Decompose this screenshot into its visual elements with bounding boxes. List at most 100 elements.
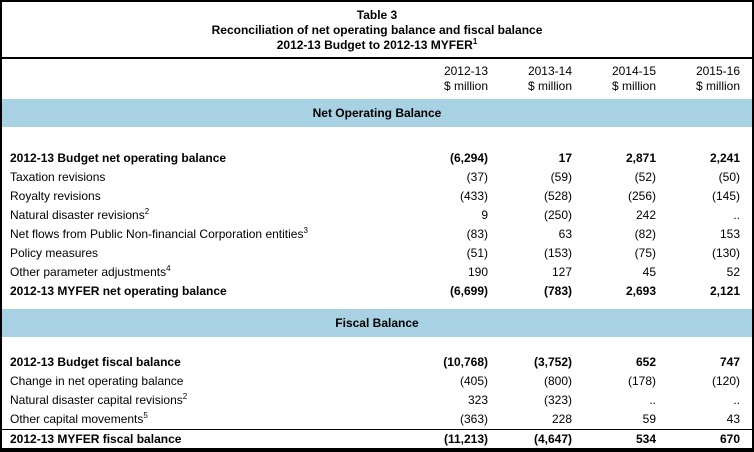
value-cell: (75)	[634, 246, 656, 260]
column-header: 2012-13 $ million	[404, 64, 488, 94]
column-year: 2014-15	[611, 64, 656, 78]
value-cell: (178)	[627, 374, 656, 388]
value-cell: 242	[635, 208, 656, 222]
row-label-text: Policy measures	[10, 246, 99, 260]
footnote-ref-2: 2	[144, 207, 150, 216]
net-operating-balance-rows: 2012-13 Budget net operating balance (6,…	[2, 127, 752, 301]
row-label-text: Natural disaster revisions	[10, 208, 145, 222]
value-cell: (11,213)	[443, 432, 488, 446]
row-label: Net flows from Public Non-financial Corp…	[2, 225, 404, 244]
row-label: 2012-13 MYFER net operating balance	[2, 282, 404, 301]
table-row: Natural disaster capital revisions2 323 …	[2, 391, 752, 410]
column-unit: $ million	[527, 79, 572, 93]
table-row: 2012-13 Budget fiscal balance (10,768) (…	[2, 353, 752, 372]
row-label: 2012-13 Budget net operating balance	[2, 149, 404, 168]
value-cell: (433)	[459, 189, 488, 203]
footnote-ref-4: 4	[166, 264, 171, 273]
value-cell: (52)	[634, 170, 656, 184]
value-cell: (59)	[550, 170, 572, 184]
fiscal-balance-rows: 2012-13 Budget fiscal balance (10,768) (…	[2, 337, 752, 448]
value-cell: 45	[642, 265, 656, 279]
table-title-block: Table 3 Reconciliation of net operating …	[2, 2, 752, 53]
value-cell: ..	[649, 393, 656, 407]
table-row: Other capital movements5 (363) 228 59 43	[2, 410, 752, 429]
column-year: 2015-16	[695, 64, 740, 78]
value-cell: 2,121	[709, 284, 740, 298]
row-label: Royalty revisions	[2, 187, 404, 206]
row-label: Policy measures	[2, 244, 404, 263]
row-label: Taxation revisions	[2, 168, 404, 187]
column-unit: $ million	[443, 79, 488, 93]
column-unit: $ million	[695, 79, 740, 93]
value-cell: 2,871	[625, 151, 656, 165]
row-label-text: Natural disaster capital revisions	[10, 393, 183, 407]
table-row: 2012-13 MYFER net operating balance (6,6…	[2, 282, 752, 301]
value-cell: ..	[733, 393, 740, 407]
table-row: 2012-13 Budget net operating balance (6,…	[2, 149, 752, 168]
value-cell: ..	[733, 208, 740, 222]
column-year: 2013-14	[527, 64, 572, 78]
value-cell: (130)	[711, 246, 740, 260]
value-cell: 43	[726, 412, 740, 426]
row-label-text: Net flows from Public Non-financial Corp…	[10, 227, 304, 241]
table-row: Change in net operating balance (405) (8…	[2, 372, 752, 391]
row-label-text: 2012-13 MYFER fiscal balance	[10, 432, 182, 446]
row-label-text: Other capital movements	[10, 412, 144, 426]
value-cell: 59	[642, 412, 656, 426]
column-header: 2015-16 $ million	[656, 64, 740, 94]
table-subtitle-text: 2012-13 Budget to 2012-13 MYFER	[276, 38, 473, 52]
table-subtitle: 2012-13 Budget to 2012-13 MYFER1	[2, 38, 752, 53]
value-cell: (50)	[718, 170, 740, 184]
value-cell: (37)	[466, 170, 488, 184]
row-label: Natural disaster capital revisions2	[2, 391, 404, 410]
value-cell: (10,768)	[443, 355, 488, 369]
value-cell: 2,241	[709, 151, 740, 165]
value-cell: (145)	[711, 189, 740, 203]
value-cell: 228	[551, 412, 572, 426]
column-header: 2013-14 $ million	[488, 64, 572, 94]
footnote-ref-1: 1	[472, 37, 478, 46]
column-year: 2012-13	[443, 64, 488, 78]
value-cell: (323)	[543, 393, 572, 407]
value-cell: (6,294)	[449, 151, 488, 165]
row-label: Change in net operating balance	[2, 372, 404, 391]
value-cell: (800)	[543, 374, 572, 388]
table-row: Royalty revisions (433) (528) (256) (145…	[2, 187, 752, 206]
value-cell: 52	[726, 265, 740, 279]
value-cell: 323	[467, 393, 488, 407]
table-row: Net flows from Public Non-financial Corp…	[2, 225, 752, 244]
value-cell: (82)	[634, 227, 656, 241]
table-row: Taxation revisions (37) (59) (52) (50)	[2, 168, 752, 187]
value-cell: (6,699)	[449, 284, 488, 298]
row-label-text: Change in net operating balance	[10, 374, 184, 388]
value-cell: (51)	[466, 246, 488, 260]
row-label: Other capital movements5	[2, 410, 404, 429]
section-band: Net Operating Balance	[2, 99, 752, 127]
title-divider	[2, 57, 752, 59]
footnote-ref-2: 2	[182, 392, 188, 401]
value-cell: (256)	[627, 189, 656, 203]
row-label: Other parameter adjustments4	[2, 263, 404, 282]
value-cell: (83)	[466, 227, 488, 241]
value-cell: 153	[719, 227, 740, 241]
value-cell: (528)	[543, 189, 572, 203]
value-cell: 652	[635, 355, 656, 369]
value-cell: 127	[551, 265, 572, 279]
value-cell: 190	[467, 265, 488, 279]
value-cell: (363)	[459, 412, 488, 426]
row-label: Natural disaster revisions2	[2, 206, 404, 225]
row-label-text: Royalty revisions	[10, 189, 101, 203]
column-header: 2014-15 $ million	[572, 64, 656, 94]
value-cell: 2,693	[625, 284, 656, 298]
table-title: Reconciliation of net operating balance …	[211, 23, 543, 37]
column-header-row: 2012-13 $ million 2013-14 $ million 2014…	[2, 59, 752, 99]
footnote-ref-3: 3	[303, 226, 308, 235]
value-cell: (4,647)	[533, 432, 572, 446]
row-label-text: Taxation revisions	[10, 170, 106, 184]
row-label: 2012-13 Budget fiscal balance	[2, 353, 404, 372]
value-cell: (3,752)	[533, 355, 572, 369]
table-row: Policy measures (51) (153) (75) (130)	[2, 244, 752, 263]
label-column-spacer	[2, 64, 404, 94]
column-unit: $ million	[611, 79, 656, 93]
value-cell: (405)	[459, 374, 488, 388]
